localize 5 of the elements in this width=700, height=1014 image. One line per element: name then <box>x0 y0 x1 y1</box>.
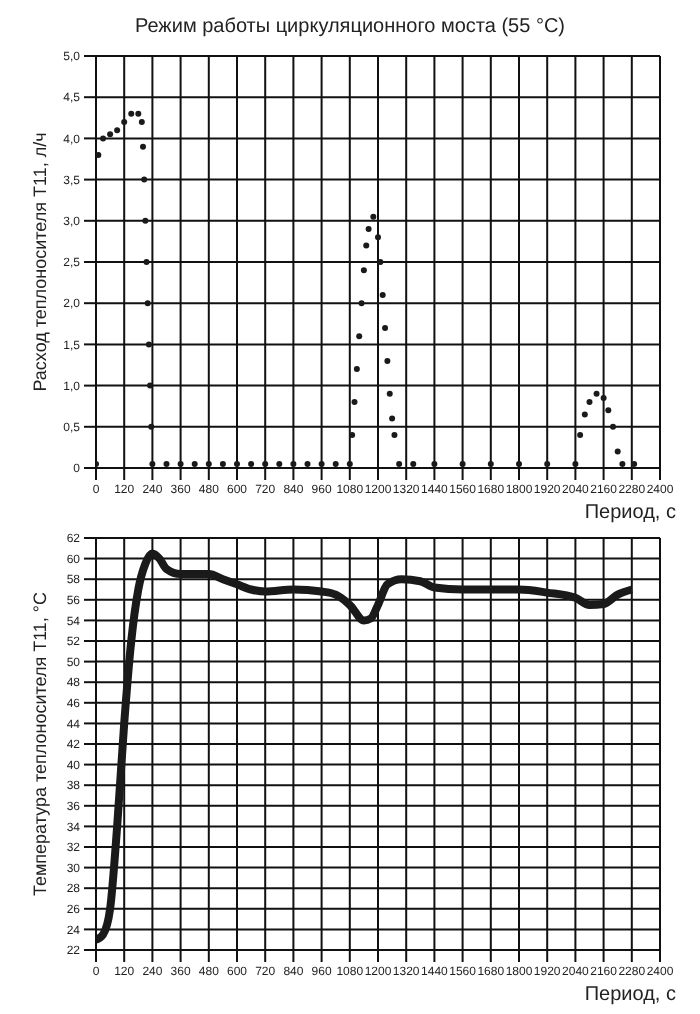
y-axis-title: Температура теплоносителя Т11, °С <box>30 590 51 897</box>
chart-title: Режим работы циркуляционного моста (55 °С) <box>132 16 567 42</box>
x-axis-title: Период, с <box>582 500 678 526</box>
y-axis-title: Расход теплоносителя Т11, л/ч <box>30 131 51 392</box>
x-axis-title: Период, с <box>582 982 678 1008</box>
